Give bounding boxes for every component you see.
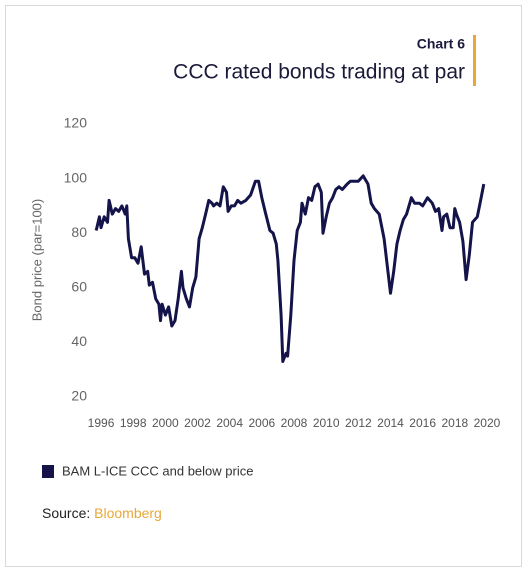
x-tick-label: 2004 bbox=[216, 416, 243, 430]
x-tick-label: 2012 bbox=[345, 416, 372, 430]
y-axis-label: Bond price (par=100) bbox=[29, 199, 44, 322]
y-tick-label: 120 bbox=[64, 115, 88, 131]
x-tick-label: 2008 bbox=[281, 416, 308, 430]
source-name: Bloomberg bbox=[94, 505, 162, 521]
x-tick-label: 1996 bbox=[88, 416, 115, 430]
y-tick-label: 80 bbox=[71, 224, 87, 240]
y-tick-label: 60 bbox=[71, 279, 87, 295]
x-tick-label: 2000 bbox=[152, 416, 179, 430]
chart-label: Chart 6 bbox=[417, 36, 465, 52]
legend-swatch bbox=[42, 465, 54, 478]
x-tick-label: 2010 bbox=[313, 416, 340, 430]
x-tick-label: 2020 bbox=[474, 416, 501, 430]
x-tick-label: 1998 bbox=[120, 416, 147, 430]
series-line bbox=[94, 174, 486, 363]
y-tick-label: 20 bbox=[71, 388, 87, 404]
card-border bbox=[5, 5, 522, 567]
source-label: Source: bbox=[42, 505, 90, 521]
x-tick-label: 2018 bbox=[441, 416, 468, 430]
legend-label: BAM L-ICE CCC and below price bbox=[62, 463, 253, 478]
x-tick-label: 2016 bbox=[409, 416, 436, 430]
accent-bar bbox=[473, 35, 476, 86]
x-tick-label: 2006 bbox=[248, 416, 275, 430]
source: Source: Bloomberg bbox=[42, 505, 162, 521]
chart-title: CCC rated bonds trading at par bbox=[173, 61, 465, 84]
x-tick-label: 2002 bbox=[184, 416, 211, 430]
x-tick-label: 2014 bbox=[377, 416, 404, 430]
y-tick-label: 40 bbox=[71, 333, 87, 349]
y-tick-label: 100 bbox=[64, 169, 88, 185]
